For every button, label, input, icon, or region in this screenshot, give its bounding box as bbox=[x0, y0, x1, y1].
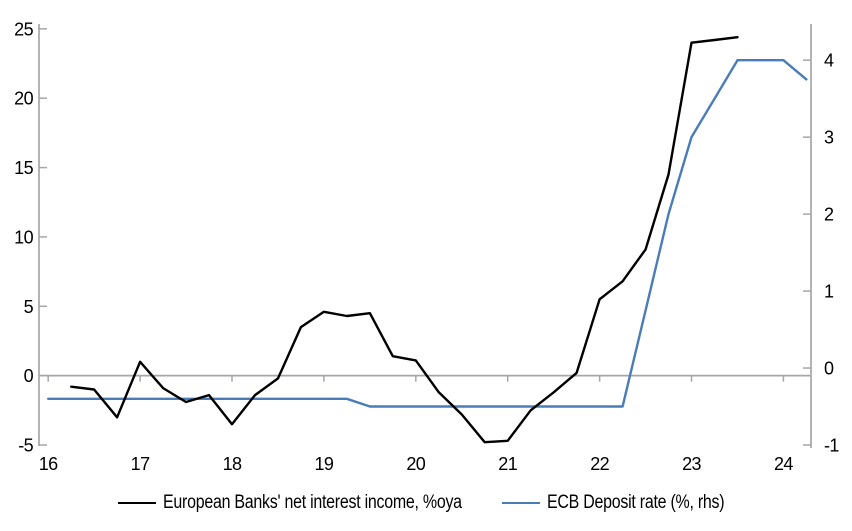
x-tick-label: 20 bbox=[406, 454, 425, 474]
x-tick-label: 22 bbox=[590, 454, 609, 474]
x-tick-label: 23 bbox=[682, 454, 701, 474]
right-axis-tick-label: 4 bbox=[824, 51, 834, 71]
x-tick-label: 18 bbox=[223, 454, 242, 474]
left-axis-tick-label: 20 bbox=[14, 89, 33, 109]
right-axis-tick-label: 2 bbox=[824, 205, 834, 225]
right-axis-tick-label: -1 bbox=[824, 436, 839, 456]
left-axis-tick-label: 10 bbox=[14, 227, 33, 247]
x-tick-label: 21 bbox=[498, 454, 517, 474]
series-line-ecb bbox=[47, 59, 808, 408]
right-axis-tick-label: 3 bbox=[824, 128, 834, 148]
x-tick-label: 24 bbox=[774, 454, 793, 474]
left-axis-tick-label: 25 bbox=[14, 19, 33, 39]
left-axis-tick-label: -5 bbox=[18, 436, 33, 456]
right-axis-tick-label: 1 bbox=[824, 282, 834, 302]
series-line-nii bbox=[69, 36, 739, 444]
x-tick-label: 16 bbox=[39, 454, 58, 474]
right-axis-tick-label: 0 bbox=[824, 359, 834, 379]
x-tick-label: 17 bbox=[131, 454, 150, 474]
left-axis-tick-label: 15 bbox=[14, 158, 33, 178]
x-tick-label: 19 bbox=[314, 454, 333, 474]
left-axis-tick-label: 0 bbox=[24, 366, 34, 386]
left-axis-tick-label: 5 bbox=[24, 297, 34, 317]
